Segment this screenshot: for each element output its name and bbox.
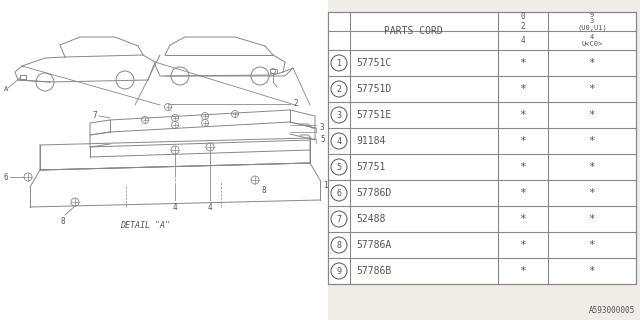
Text: 7: 7 — [337, 214, 342, 223]
Text: *: * — [520, 214, 526, 224]
Text: 4: 4 — [208, 203, 212, 212]
Text: 2: 2 — [293, 100, 298, 108]
Text: *: * — [520, 188, 526, 198]
Text: *: * — [520, 240, 526, 250]
Text: 4
U<C0>: 4 U<C0> — [581, 34, 603, 47]
Text: 3: 3 — [337, 110, 342, 119]
Text: 4: 4 — [173, 203, 177, 212]
Text: *: * — [520, 58, 526, 68]
Text: *: * — [589, 266, 595, 276]
Text: 57751C: 57751C — [356, 58, 391, 68]
Text: *: * — [589, 162, 595, 172]
Text: 57786D: 57786D — [356, 188, 391, 198]
Text: 6: 6 — [337, 188, 342, 197]
Text: DETAIL "A": DETAIL "A" — [120, 220, 170, 229]
Text: *: * — [520, 266, 526, 276]
Text: PARTS CORD: PARTS CORD — [383, 26, 442, 36]
Text: *: * — [520, 162, 526, 172]
Text: *: * — [520, 84, 526, 94]
Text: 52488: 52488 — [356, 214, 385, 224]
Text: 9: 9 — [337, 267, 342, 276]
Text: 4: 4 — [337, 137, 342, 146]
Text: *: * — [589, 84, 595, 94]
Text: 8: 8 — [61, 217, 65, 226]
Text: A593000005: A593000005 — [589, 306, 635, 315]
Text: 57751D: 57751D — [356, 84, 391, 94]
Text: *: * — [520, 136, 526, 146]
Text: 1: 1 — [337, 59, 342, 68]
Text: 5: 5 — [320, 134, 324, 143]
Text: *: * — [589, 188, 595, 198]
Text: 0
2: 0 2 — [521, 12, 525, 31]
Text: 6: 6 — [3, 172, 8, 181]
Text: 5: 5 — [337, 163, 342, 172]
Bar — [328, 12, 636, 284]
Text: *: * — [589, 136, 595, 146]
Text: *: * — [589, 240, 595, 250]
Text: 57751E: 57751E — [356, 110, 391, 120]
Text: 57786B: 57786B — [356, 266, 391, 276]
Text: 57786A: 57786A — [356, 240, 391, 250]
Text: *: * — [589, 214, 595, 224]
Text: 57751: 57751 — [356, 162, 385, 172]
Text: 8: 8 — [337, 241, 342, 250]
Text: *: * — [520, 110, 526, 120]
Text: *: * — [589, 110, 595, 120]
Text: 3: 3 — [320, 124, 324, 132]
Bar — [328, 12, 636, 284]
Bar — [0, 0, 328, 320]
Text: A: A — [4, 86, 8, 92]
Text: 4: 4 — [521, 36, 525, 45]
Text: *: * — [589, 58, 595, 68]
Text: 7: 7 — [93, 110, 97, 119]
Text: 1: 1 — [323, 181, 328, 190]
Text: 9
3
(U0,U1): 9 3 (U0,U1) — [577, 12, 607, 31]
Text: 2: 2 — [337, 84, 342, 93]
Text: 8: 8 — [262, 186, 267, 195]
Text: 91184: 91184 — [356, 136, 385, 146]
